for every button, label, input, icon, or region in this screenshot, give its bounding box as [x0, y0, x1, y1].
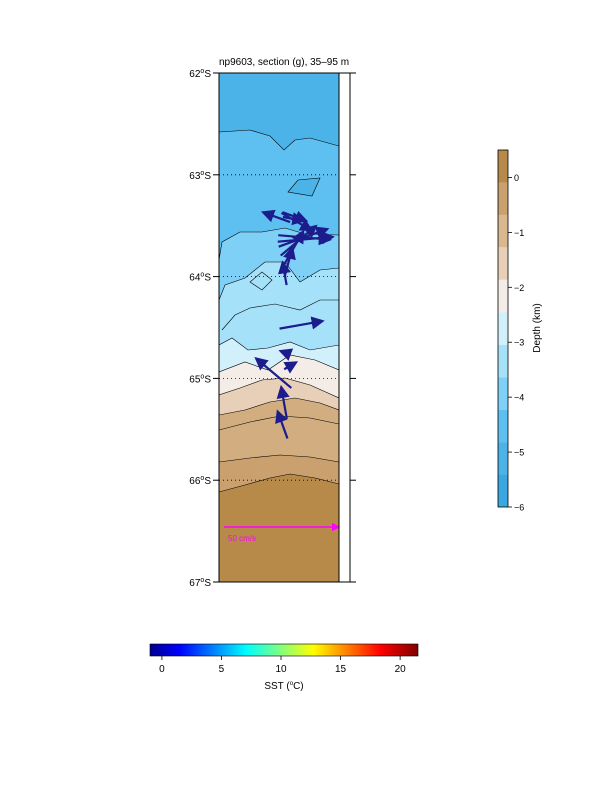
- lat-tick-label: 65oS: [189, 373, 211, 385]
- depth-colorbar-segment: [498, 279, 508, 313]
- sst-tick-label: 0: [159, 664, 165, 675]
- depth-band-2_5km: [219, 262, 339, 360]
- velocity-vector: [283, 361, 299, 374]
- depth-colorbar-segment: [498, 247, 508, 280]
- sst-tick-label: 15: [335, 664, 347, 675]
- depth-tick-label: −5: [514, 448, 524, 458]
- depth-colorbar-segment: [498, 182, 508, 215]
- velocity-vector: [278, 348, 294, 361]
- depth-colorbar-segment: [498, 344, 508, 378]
- lat-tick-label: 66oS: [189, 475, 211, 487]
- velocity-vector: [254, 356, 292, 389]
- scale-arrow-label: 50 cm/s: [228, 534, 256, 543]
- depth-tick-label: −3: [514, 338, 524, 348]
- depth-colorbar-segment: [498, 442, 508, 475]
- land-region: [219, 474, 339, 582]
- sst-colorbar: 0 5 10 15 20 SST (oC): [149, 643, 419, 692]
- velocity-vector: [260, 209, 291, 224]
- depth-colorbar-label: Depth (km): [532, 303, 543, 352]
- depth-tick-label: −6: [514, 503, 524, 513]
- latitude-labels: 62oS 63oS 64oS 65oS 66oS 67oS: [189, 68, 356, 589]
- depth-colorbar-segment: [498, 214, 508, 248]
- velocity-vector: [279, 316, 325, 330]
- depth-tick-label: −4: [514, 393, 524, 403]
- lat-tick-label: 63oS: [189, 170, 211, 182]
- map-panel: 50 cm/s: [219, 73, 339, 582]
- sst-tick-label: 5: [219, 664, 225, 675]
- lat-tick-label: 62oS: [189, 68, 211, 80]
- velocity-vector: [278, 260, 292, 286]
- map-title: np9603, section (g), 35–95 m: [219, 57, 349, 68]
- depth-colorbar-segment: [498, 150, 508, 183]
- velocity-vector: [282, 210, 309, 224]
- depth-tick-label: 0: [514, 173, 519, 183]
- depth-colorbar-segment: [498, 377, 508, 410]
- depth-colorbar-segment: [498, 474, 508, 507]
- depth-tick-label: −1: [514, 228, 524, 238]
- depth-colorbar-segment: [498, 312, 508, 345]
- sst-colorbar-gradient: [149, 643, 419, 657]
- sst-colorbar-label: SST (oC): [264, 681, 303, 692]
- right-strip: [338, 72, 351, 583]
- velocity-vectors: [254, 209, 335, 439]
- depth-tick-label: −2: [514, 283, 524, 293]
- depth-colorbar-segment: [498, 409, 508, 443]
- lat-tick-label: 64oS: [189, 272, 211, 284]
- lat-tick-label: 67oS: [189, 577, 211, 589]
- depth-colorbar: 0 −1 −2 −3 −4 −5 −6 Depth (km): [497, 149, 543, 513]
- sst-tick-label: 10: [275, 664, 287, 675]
- sst-tick-label: 20: [395, 664, 407, 675]
- velocity-vector: [275, 409, 289, 439]
